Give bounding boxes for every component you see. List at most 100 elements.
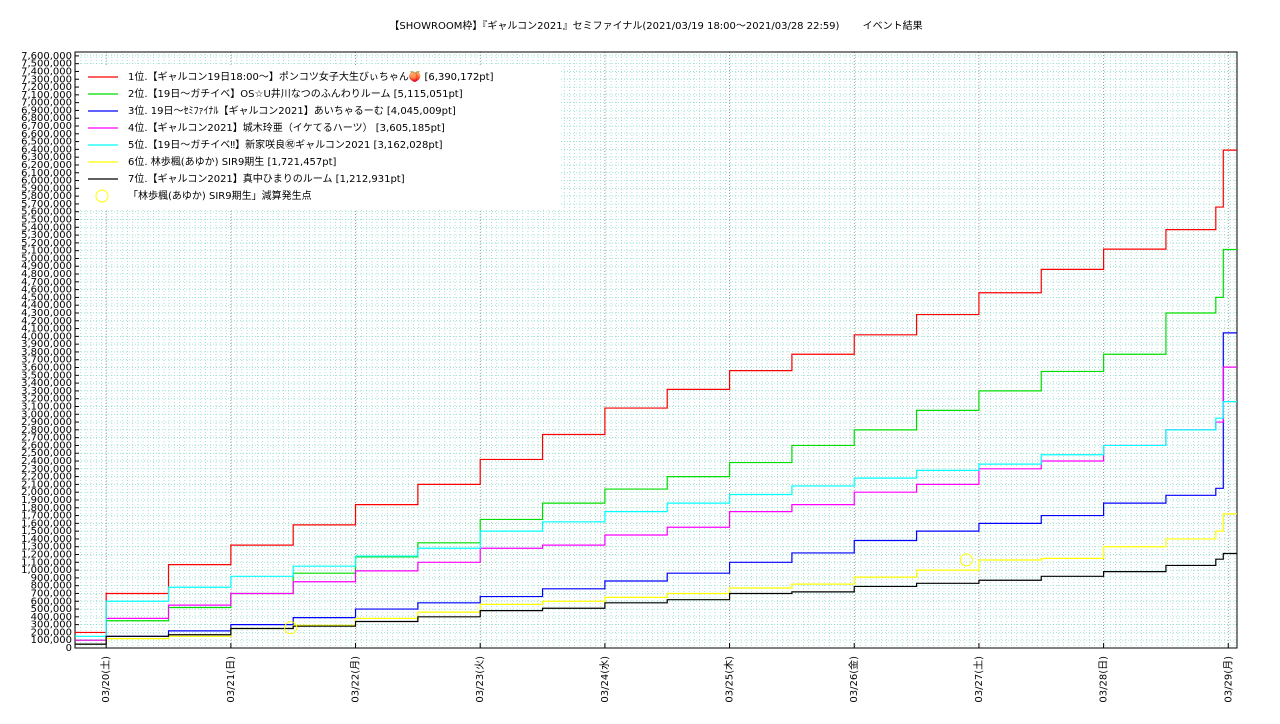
y-tick-label: 2,200,000 <box>21 472 72 483</box>
y-tick-label: 900,000 <box>31 573 72 584</box>
y-tick-label: 7,600,000 <box>21 51 72 62</box>
y-tick-label: 7,200,000 <box>21 82 72 93</box>
y-tick-label: 7,300,000 <box>21 74 72 85</box>
y-tick-label: 6,000,000 <box>21 176 72 187</box>
y-tick-label: 5,100,000 <box>21 246 72 257</box>
y-tick-label: 6,600,000 <box>21 129 72 140</box>
y-tick-label: 7,000,000 <box>21 98 72 109</box>
y-tick-label: 3,100,000 <box>21 401 72 412</box>
y-tick-label: 3,200,000 <box>21 394 72 405</box>
plot-frame <box>74 51 1238 649</box>
y-tick-label: 600,000 <box>31 596 72 607</box>
y-tick-label: 3,600,000 <box>21 363 72 374</box>
y-tick-label: 7,100,000 <box>21 90 72 101</box>
y-tick-label: 5,700,000 <box>21 199 72 210</box>
y-tick-label: 300,000 <box>31 620 72 631</box>
y-tick-label: 5,000,000 <box>21 253 72 264</box>
y-tick-label: 6,900,000 <box>21 105 72 116</box>
x-tick-label: 03/26(金) <box>847 656 860 703</box>
y-tick-label: 6,300,000 <box>21 152 72 163</box>
y-tick-label: 4,300,000 <box>21 308 72 319</box>
y-tick-label: 700,000 <box>31 588 72 599</box>
legend-label: 2位.【19日〜ガチイベ】OS☆U井川なつのふんわりルーム [5,115,051… <box>128 87 463 100</box>
legend-marker <box>95 189 109 203</box>
x-tick-label: 03/25(木) <box>724 656 736 703</box>
y-tick-label: 2,000,000 <box>21 487 72 498</box>
y-tick-label: 5,800,000 <box>21 191 72 202</box>
x-tick-label: 03/29(月) <box>1222 656 1234 703</box>
x-tick-label: 03/20(土) <box>99 656 112 703</box>
y-tick-label: 2,900,000 <box>21 417 72 428</box>
y-tick-label: 5,500,000 <box>21 215 72 226</box>
chart-title: 【SHOWROOM枠】『ギャルコン2021』セミファイナル(2021/03/19… <box>389 19 922 32</box>
y-tick-label: 500,000 <box>31 604 72 615</box>
x-tick-label: 03/22(月) <box>350 656 362 703</box>
y-tick-label: 4,700,000 <box>21 277 72 288</box>
legend-label: 1位.【ギャルコン19日18:00〜】ポンコツ女子大生びぃちゃん🍑 [6,390… <box>128 70 494 83</box>
y-tick-label: 2,300,000 <box>21 464 72 475</box>
legend-label: 5位.【19日〜ガチイベ‼】新家咲良㊗ギャルコン2021 [3,162,028p… <box>128 138 443 151</box>
y-tick-label: 200,000 <box>31 627 72 638</box>
y-tick-label: 5,400,000 <box>21 222 72 233</box>
y-tick-label: 3,800,000 <box>21 347 72 358</box>
y-tick-label: 100,000 <box>31 635 72 646</box>
y-tick-label: 3,400,000 <box>21 378 72 389</box>
y-tick-label: 4,400,000 <box>21 300 72 311</box>
y-tick-label: 1,600,000 <box>21 518 72 529</box>
y-tick-label: 5,600,000 <box>21 207 72 218</box>
y-tick-label: 2,500,000 <box>21 448 72 459</box>
y-tick-label: 6,400,000 <box>21 144 72 155</box>
y-tick-label: 5,900,000 <box>21 183 72 194</box>
y-tick-label: 6,700,000 <box>21 121 72 132</box>
y-tick-label: 1,200,000 <box>21 550 72 561</box>
legend-label: 6位. 林歩楓(あゆか) SIR9期生 [1,721,457pt] <box>128 155 337 168</box>
y-tick-label: 6,200,000 <box>21 160 72 171</box>
y-tick-label: 1,000,000 <box>21 565 72 576</box>
y-tick-label: 4,800,000 <box>21 269 72 280</box>
y-tick-label: 3,700,000 <box>21 355 72 366</box>
y-tick-label: 4,100,000 <box>21 324 72 335</box>
y-tick-label: 7,400,000 <box>21 66 72 77</box>
legend-label: 3位. 19日〜ｾﾐﾌｧｲﾅﾙ【ギャルコン2021】あいちゃるーむ [4,045… <box>128 104 456 117</box>
series-line <box>75 149 1237 634</box>
y-tick-label: 1,100,000 <box>21 557 72 568</box>
y-tick-label: 2,100,000 <box>21 479 72 490</box>
y-tick-label: 6,500,000 <box>21 137 72 148</box>
y-tick-label: 400,000 <box>31 612 72 623</box>
y-tick-label: 3,300,000 <box>21 386 72 397</box>
legend-label: 「林歩楓(あゆか) SIR9期生」減算発生点 <box>128 189 312 202</box>
x-tick-label: 03/21(日) <box>226 656 237 703</box>
y-tick-label: 3,500,000 <box>21 370 72 381</box>
y-tick-label: 0 <box>66 643 72 654</box>
y-tick-label: 7,500,000 <box>21 59 72 70</box>
x-tick-label: 03/27(土) <box>972 656 985 703</box>
y-tick-label: 5,300,000 <box>21 230 72 241</box>
marker <box>284 621 298 635</box>
y-tick-label: 1,700,000 <box>21 511 72 522</box>
y-tick-label: 1,900,000 <box>21 495 72 506</box>
y-tick-label: 4,000,000 <box>21 331 72 342</box>
series-line <box>75 401 1237 637</box>
x-tick-label: 03/28(日) <box>1099 656 1110 703</box>
y-tick-label: 3,900,000 <box>21 339 72 350</box>
y-tick-label: 2,700,000 <box>21 433 72 444</box>
y-tick-label: 1,400,000 <box>21 534 72 545</box>
y-tick-label: 4,600,000 <box>21 285 72 296</box>
y-tick-label: 4,900,000 <box>21 261 72 272</box>
legend-label: 7位.【ギャルコン2021】真中ひまりのルーム [1,212,931pt] <box>128 172 405 185</box>
series-line <box>75 332 1237 645</box>
legend: 1位.【ギャルコン19日18:00〜】ポンコツ女子大生びぃちゃん🍑 [6,390… <box>80 66 560 210</box>
y-tick-label: 6,100,000 <box>21 168 72 179</box>
y-tick-label: 4,200,000 <box>21 316 72 327</box>
y-tick-label: 2,800,000 <box>21 425 72 436</box>
y-tick-label: 4,500,000 <box>21 292 72 303</box>
y-tick-label: 1,300,000 <box>21 542 72 553</box>
y-tick-label: 1,500,000 <box>21 526 72 537</box>
y-tick-label: 800,000 <box>31 581 72 592</box>
y-tick-label: 1,800,000 <box>21 503 72 514</box>
x-tick-label: 03/23(火) <box>474 656 486 703</box>
y-tick-label: 2,600,000 <box>21 440 72 451</box>
y-tick-label: 5,200,000 <box>21 238 72 249</box>
marker <box>959 553 973 567</box>
